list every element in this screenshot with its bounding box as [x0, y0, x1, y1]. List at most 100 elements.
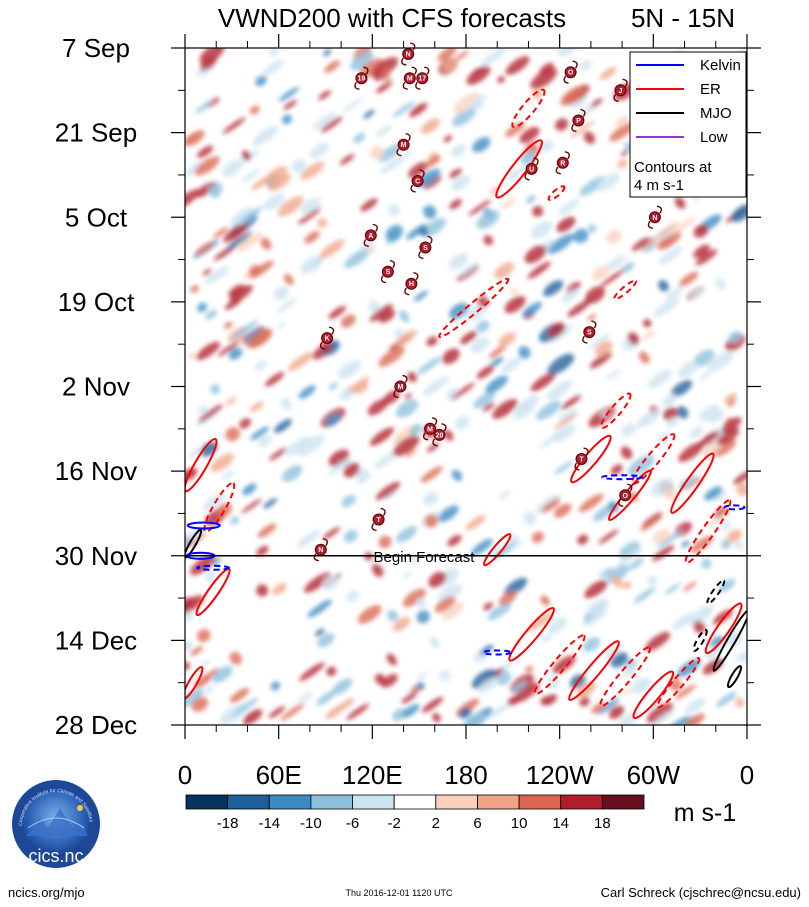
anomaly-cell [701, 558, 712, 569]
wave-contour [712, 609, 747, 672]
anomaly-cell [458, 261, 480, 278]
anomaly-cell [249, 105, 260, 115]
anomaly-cell [321, 342, 332, 353]
anomaly-cell [352, 133, 366, 144]
anomaly-cell [689, 426, 704, 439]
storm-symbol-icon [572, 114, 585, 127]
anomaly-cell [248, 328, 272, 347]
storm-icon [401, 42, 416, 66]
anomaly-cell [476, 320, 490, 333]
anomaly-cell [185, 688, 204, 707]
anomaly-cell [208, 185, 220, 199]
anomaly-cell [277, 196, 304, 217]
anomaly-cell [707, 351, 734, 372]
wave-contour [196, 564, 231, 571]
anomaly-cell [379, 309, 396, 323]
wave-contour [670, 452, 715, 514]
footer-url[interactable]: ncics.org/mjo [8, 885, 85, 900]
anomaly-cell [590, 98, 603, 108]
wave-contour [600, 392, 632, 429]
anomaly-cell [604, 255, 626, 272]
storm-marker: H [404, 272, 419, 296]
anomaly-cell [447, 534, 462, 547]
wave-contour [726, 665, 743, 689]
storm-label: H [409, 281, 414, 288]
anomaly-cell [687, 605, 714, 626]
anomaly-cell [263, 193, 285, 211]
anomaly-cell [735, 697, 745, 708]
anomaly-cell [539, 62, 555, 76]
anomaly-cell [382, 390, 400, 405]
anomaly-cell [641, 512, 663, 528]
anomaly-cell [194, 241, 214, 256]
anomaly-cell [610, 464, 623, 475]
anomaly-cell [599, 66, 617, 80]
wave-contour [482, 649, 513, 656]
anomaly-cell [683, 581, 697, 592]
anomaly-cell [195, 182, 216, 198]
anomaly-cell [287, 352, 314, 372]
storm-icon [647, 205, 663, 229]
wave-contour [547, 185, 566, 201]
anomaly-cell [381, 674, 398, 688]
anomaly-cell [232, 697, 259, 717]
wave-contour [185, 528, 203, 559]
anomaly-cell [522, 301, 542, 318]
anomaly-cell [721, 417, 742, 433]
anomaly-cell [658, 280, 669, 292]
anomaly-cell [278, 86, 299, 102]
colorbar-bin [352, 794, 395, 810]
anomaly-cell [205, 309, 218, 320]
storm-icon [555, 151, 570, 175]
y-tick-label: 14 Dec [55, 625, 137, 655]
anomaly-cell [273, 286, 290, 301]
wave-contour [438, 277, 510, 339]
anomaly-cell [583, 131, 596, 144]
anomaly-cell [324, 60, 341, 73]
anomaly-cell [369, 145, 385, 160]
anomaly-cell [530, 68, 558, 90]
anomaly-cell [695, 249, 718, 266]
storm-marker: 19 [354, 66, 369, 90]
anomaly-cell [689, 286, 706, 299]
storm-marker: M [396, 133, 411, 157]
anomaly-cell [223, 223, 249, 243]
anomaly-cell [402, 703, 420, 718]
anomaly-cell [372, 564, 384, 577]
anomaly-cell [557, 199, 580, 216]
anomaly-cell [698, 371, 712, 381]
wave-contour [511, 88, 546, 129]
anomaly-cell [554, 503, 572, 518]
anomaly-cell [720, 539, 731, 550]
anomaly-cell [185, 189, 201, 209]
anomaly-cell [185, 595, 204, 613]
anomaly-cell [553, 412, 578, 430]
anomaly-cell [693, 244, 710, 259]
legend-note-units: 4 m s-1 [634, 177, 684, 194]
anomaly-cell [314, 628, 325, 637]
anomaly-cell [446, 387, 462, 402]
anomaly-cell [547, 617, 567, 634]
storm-marker: U [524, 157, 539, 181]
anomaly-cell [298, 385, 316, 399]
anomaly-cell [359, 58, 384, 78]
anomaly-cell [283, 274, 294, 286]
anomaly-cell [702, 658, 724, 675]
wave-contour [631, 433, 676, 485]
anomaly-cell [339, 154, 355, 166]
anomaly-cell [581, 457, 596, 468]
anomaly-cell [512, 401, 534, 420]
storm-label: 19 [358, 76, 366, 83]
anomaly-cell [449, 199, 462, 210]
storm-symbol-icon [564, 66, 577, 79]
anomaly-cell [579, 696, 590, 707]
anomaly-cell [424, 514, 438, 528]
anomaly-cell [651, 709, 676, 725]
anomaly-cell [228, 347, 243, 360]
anomaly-cell [672, 613, 694, 630]
anomaly-cell [628, 491, 638, 502]
storm-icon [618, 483, 633, 507]
storm-symbol-icon [575, 453, 588, 465]
storm-label: N [318, 547, 323, 554]
anomaly-cell [677, 658, 701, 678]
